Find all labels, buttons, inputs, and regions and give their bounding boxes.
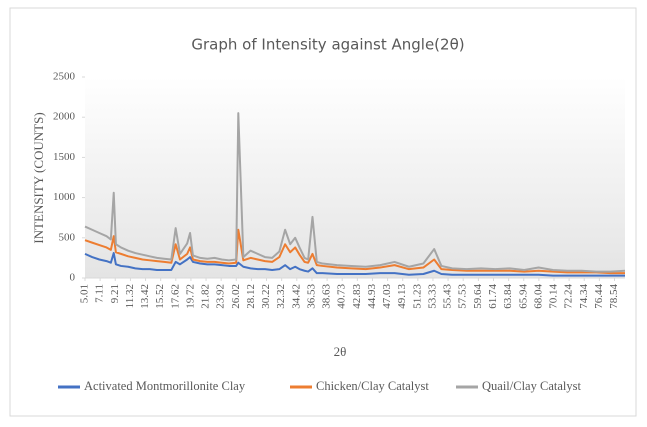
x-tick-label: 51.23 <box>411 284 423 309</box>
x-tick-label: 44.93 <box>366 284 378 309</box>
chart-title: Graph of Intensity against Angle(2θ) <box>191 36 464 54</box>
x-tick-label: 49.13 <box>396 284 408 309</box>
plot-area <box>85 77 625 278</box>
x-tick-label: 32.32 <box>275 284 287 309</box>
x-tick-label: 68.04 <box>532 284 544 309</box>
y-tick-label: 2500 <box>53 71 76 83</box>
x-tick-label: 17.62 <box>169 284 181 309</box>
y-axis-title: INTENSITY (COUNTS) <box>31 112 46 243</box>
x-tick-label: 55.43 <box>442 284 454 309</box>
x-tick-label: 23.92 <box>215 284 227 309</box>
x-tick-label: 13.42 <box>139 284 151 309</box>
legend-label: Activated Montmorillonite Clay <box>84 379 246 393</box>
x-tick-label: 78.54 <box>608 284 620 309</box>
x-axis-title: 2θ <box>334 344 347 359</box>
y-tick-label: 1500 <box>53 151 76 163</box>
legend-label: Quail/Clay Catalyst <box>482 379 581 393</box>
x-tick-label: 28.12 <box>245 284 257 309</box>
series-line <box>84 112 626 273</box>
x-tick-label: 7.11 <box>94 284 106 303</box>
x-tick-label: 9.21 <box>109 284 121 303</box>
x-tick-label: 72.24 <box>563 284 575 309</box>
y-tick-label: 0 <box>70 272 76 284</box>
legend-label: Chicken/Clay Catalyst <box>316 379 429 393</box>
y-tick-label: 2000 <box>53 111 76 123</box>
series-line <box>84 252 625 277</box>
x-tick-label: 26.02 <box>230 284 242 309</box>
x-tick-label: 19.72 <box>184 284 196 309</box>
y-tick-label: 500 <box>59 231 76 243</box>
x-tick-label: 36.53 <box>306 284 318 309</box>
x-tick-label: 5.01 <box>79 284 91 303</box>
x-tick-label: 53.33 <box>426 284 438 309</box>
x-tick-label: 74.34 <box>578 284 590 309</box>
x-tick-label: 15.52 <box>154 284 166 309</box>
x-tick-label: 42.83 <box>351 284 363 309</box>
x-tick-label: 40.73 <box>336 284 348 309</box>
x-tick-label: 70.14 <box>548 284 560 309</box>
series-line <box>84 228 625 275</box>
x-tick-label: 65.94 <box>517 284 529 309</box>
x-tick-label: 63.84 <box>502 284 514 309</box>
x-tick-label: 57.53 <box>457 284 469 309</box>
x-tick-label: 34.42 <box>290 284 302 309</box>
x-tick-label: 30.22 <box>260 284 272 309</box>
y-tick-label: 1000 <box>53 191 76 203</box>
x-tick-label: 76.44 <box>593 284 605 309</box>
x-tick-label: 38.63 <box>321 284 333 309</box>
x-tick-label: 47.03 <box>381 284 393 309</box>
x-tick-label: 59.64 <box>472 284 484 309</box>
x-tick-label: 11.32 <box>124 284 136 308</box>
x-tick-label: 61.74 <box>487 284 499 309</box>
x-tick-label: 21.82 <box>200 284 212 309</box>
